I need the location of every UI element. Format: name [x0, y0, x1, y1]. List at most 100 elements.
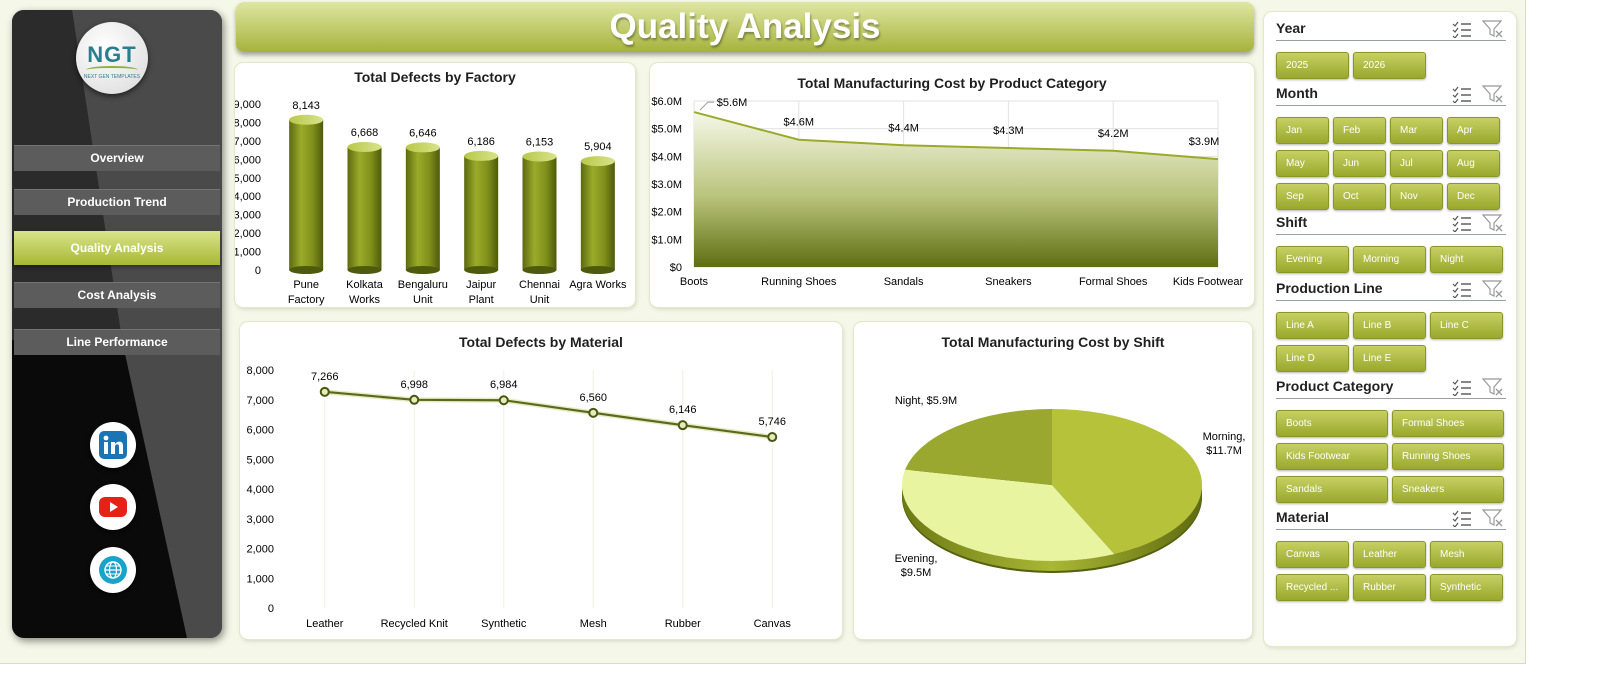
linkedin-button[interactable]	[90, 422, 136, 468]
slicer-item-month[interactable]: Sep	[1276, 183, 1329, 210]
slicer-item-shift[interactable]: Night	[1430, 246, 1503, 273]
data-label: 6,186	[467, 136, 495, 148]
slicer-item-production-line[interactable]: Line B	[1353, 312, 1426, 339]
x-tick-label: Pune	[293, 279, 319, 291]
bar	[405, 147, 440, 270]
slicer-item-production-line[interactable]: Line A	[1276, 312, 1349, 339]
y-tick-label: 8,000	[235, 117, 261, 129]
clear-filter-icon[interactable]	[1481, 214, 1504, 232]
bar-base	[289, 266, 324, 274]
data-label: 8,143	[292, 100, 320, 112]
x-tick-label: Jaipur	[466, 279, 496, 291]
slicer-item-product-category[interactable]: Sneakers	[1392, 476, 1504, 503]
slicer-item-month[interactable]: Apr	[1447, 117, 1500, 144]
data-point	[498, 395, 509, 406]
multi-select-icon[interactable]	[1452, 509, 1472, 528]
slicer-item-material[interactable]: Mesh	[1430, 541, 1503, 568]
y-tick-label: 2,000	[235, 228, 261, 240]
x-tick-label: Boots	[680, 276, 709, 288]
slicer-item-year[interactable]: 2026	[1353, 52, 1426, 79]
y-tick-label: 8,000	[246, 365, 274, 377]
x-tick-label: Recycled Knit	[381, 618, 448, 630]
x-tick-label: Formal Shoes	[1079, 276, 1148, 288]
slicer-item-month[interactable]: Nov	[1390, 183, 1443, 210]
x-tick-label: Sneakers	[985, 276, 1032, 288]
slicer-item-month[interactable]: Oct	[1333, 183, 1386, 210]
youtube-button[interactable]	[90, 484, 136, 530]
slicer-item-production-line[interactable]: Line C	[1430, 312, 1503, 339]
slicer-item-product-category[interactable]: Sandals	[1276, 476, 1388, 503]
x-tick-label: Unit	[530, 294, 550, 306]
slicer-item-material[interactable]: Recycled ...	[1276, 574, 1349, 601]
slicer-item-product-category[interactable]: Boots	[1276, 410, 1388, 437]
multi-select-icon[interactable]	[1452, 214, 1472, 233]
page-title: Quality Analysis	[236, 2, 1254, 52]
slicer-title: Production Line	[1276, 280, 1383, 296]
slicer-item-year[interactable]: 2025	[1276, 52, 1349, 79]
slicer-item-month[interactable]: May	[1276, 150, 1329, 177]
y-tick-label: 5,000	[246, 454, 274, 466]
multi-select-icon[interactable]	[1452, 378, 1472, 397]
bar-top	[580, 156, 615, 167]
y-tick-label: 6,000	[235, 154, 261, 166]
slicer-item-material[interactable]: Synthetic	[1430, 574, 1503, 601]
multi-select-icon[interactable]	[1452, 20, 1472, 39]
y-tick-label: 0	[255, 265, 261, 277]
x-tick-label: Sandals	[884, 276, 924, 288]
clear-filter-icon[interactable]	[1481, 509, 1504, 527]
chart-title: Total Defects by Material	[459, 334, 623, 350]
bar-base	[405, 266, 440, 274]
data-label: 6,646	[409, 127, 437, 139]
clear-filter-icon[interactable]	[1481, 20, 1504, 38]
data-label: 5,904	[584, 141, 612, 153]
slicer-header-year: Year	[1276, 20, 1506, 41]
chart-card-defects-by-material: Total Defects by Material 0 1,000 2,000 3,0…	[240, 322, 842, 639]
slicer-item-material[interactable]: Rubber	[1353, 574, 1426, 601]
slicer-item-month[interactable]: Aug	[1447, 150, 1500, 177]
multi-select-icon[interactable]	[1452, 85, 1472, 104]
clear-filter-icon[interactable]	[1481, 280, 1504, 298]
slicer-item-shift[interactable]: Evening	[1276, 246, 1349, 273]
y-tick-label: 4,000	[235, 191, 261, 203]
y-tick-label: 3,000	[246, 514, 274, 526]
pie-label: Morning,	[1203, 431, 1246, 443]
slicer-item-month[interactable]: Jun	[1333, 150, 1386, 177]
website-button[interactable]	[90, 547, 136, 593]
slicer-item-month[interactable]: Mar	[1390, 117, 1443, 144]
slicer-item-shift[interactable]: Morning	[1353, 246, 1426, 273]
chart-title: Total Manufacturing Cost by Product Cate…	[797, 75, 1107, 91]
x-tick-label: Running Shoes	[761, 276, 837, 288]
slicer-item-product-category[interactable]: Formal Shoes	[1392, 410, 1504, 437]
slicer-item-month[interactable]: Dec	[1447, 183, 1500, 210]
slicer-item-month[interactable]: Jan	[1276, 117, 1329, 144]
slicer-title: Product Category	[1276, 378, 1394, 394]
clear-filter-icon[interactable]	[1481, 378, 1504, 396]
x-tick-label: Plant	[469, 294, 494, 306]
clear-filter-icon[interactable]	[1481, 85, 1504, 103]
slicer-item-month[interactable]: Jul	[1390, 150, 1443, 177]
bar-top	[522, 151, 557, 162]
slicer-item-month[interactable]: Feb	[1333, 117, 1386, 144]
nav-line-performance[interactable]: Line Performance	[14, 329, 220, 355]
slicer-item-product-category[interactable]: Running Shoes	[1392, 443, 1504, 470]
bar-base	[580, 266, 615, 274]
nav-cost-analysis[interactable]: Cost Analysis	[14, 282, 220, 308]
slicer-item-material[interactable]: Leather	[1353, 541, 1426, 568]
data-label: $4.4M	[888, 122, 919, 134]
slicer-item-production-line[interactable]: Line D	[1276, 345, 1349, 372]
chart-title: Total Defects by Factory	[354, 69, 516, 85]
nav-production-trend[interactable]: Production Trend	[14, 189, 220, 215]
y-tick-label: 7,000	[246, 395, 274, 407]
y-tick-label: 2,000	[246, 544, 274, 556]
slicer-item-material[interactable]: Canvas	[1276, 541, 1349, 568]
x-tick-label: Kids Footwear	[1173, 276, 1244, 288]
multi-select-icon[interactable]	[1452, 280, 1472, 299]
y-tick-label: 4,000	[246, 484, 274, 496]
slicer-title: Year	[1276, 20, 1306, 36]
nav-overview[interactable]: Overview	[14, 145, 220, 171]
data-label: $4.3M	[993, 125, 1024, 137]
slicer-header-month: Month	[1276, 85, 1506, 106]
nav-quality-analysis[interactable]: Quality Analysis	[14, 231, 220, 265]
slicer-item-production-line[interactable]: Line E	[1353, 345, 1426, 372]
slicer-item-product-category[interactable]: Kids Footwear	[1276, 443, 1388, 470]
